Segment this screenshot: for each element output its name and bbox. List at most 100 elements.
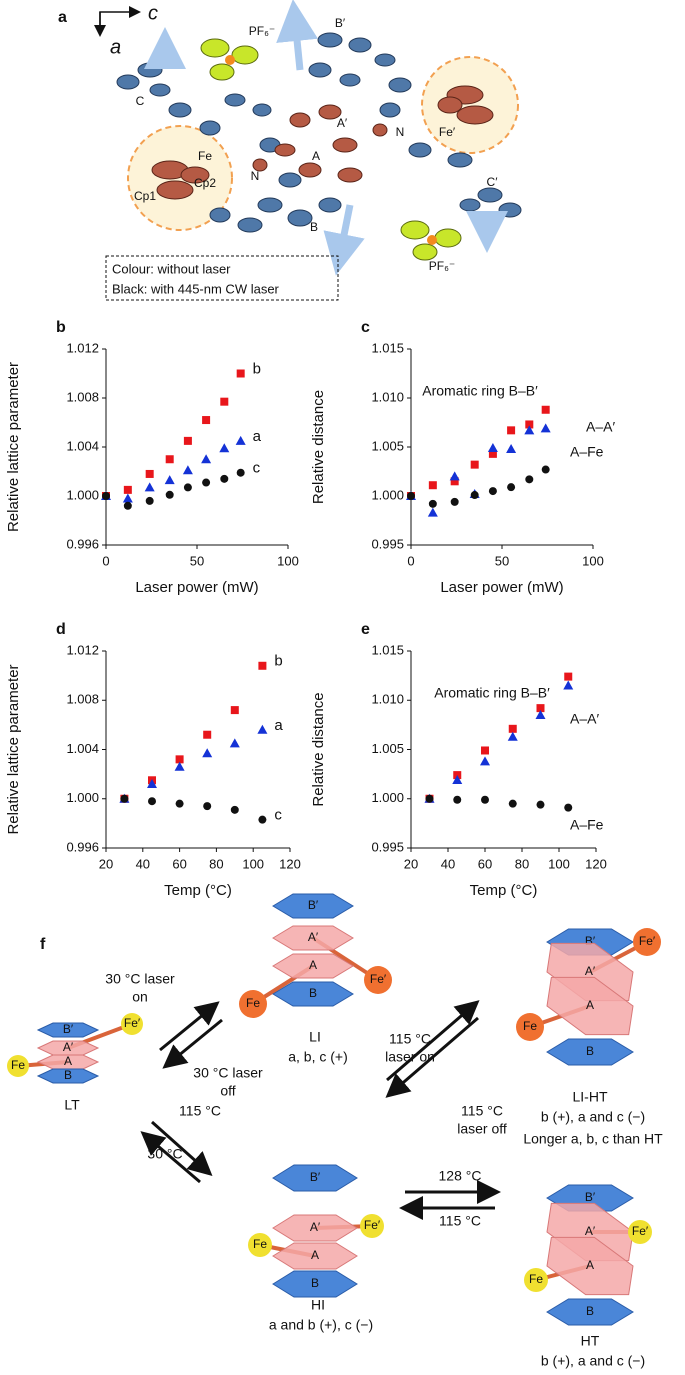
- y-tick-label: 1.012: [66, 340, 99, 355]
- x-tick-label: 120: [279, 856, 301, 871]
- ring-label: B: [311, 1276, 319, 1290]
- fe-atom: [360, 1214, 384, 1238]
- series-label: A–A′: [570, 711, 599, 727]
- ring: [272, 1164, 358, 1192]
- arrow: [151, 1120, 213, 1176]
- fe-label: Fe′: [632, 1224, 649, 1238]
- state-name: LT: [64, 1097, 80, 1113]
- marker: [202, 416, 211, 425]
- ring: [272, 981, 354, 1007]
- series-label: A–Fe: [570, 444, 604, 460]
- fe-label: Fe: [11, 1058, 25, 1072]
- marker: [487, 442, 498, 452]
- label: Fe: [198, 149, 212, 163]
- panel-label: d: [56, 621, 66, 638]
- ring-label: A: [586, 1258, 594, 1272]
- marker: [563, 680, 574, 690]
- panel-label: e: [361, 621, 370, 638]
- arrow: [386, 1000, 480, 1082]
- ring-label: A′: [585, 964, 596, 978]
- label: N: [396, 125, 405, 139]
- transition-label: 115 °C: [461, 1103, 503, 1119]
- ring-label: B′: [585, 1190, 596, 1204]
- transition-label: 128 °C: [439, 1168, 482, 1184]
- ring: [272, 893, 354, 919]
- ring: [546, 976, 634, 1036]
- ring: [36, 1068, 100, 1084]
- y-tick-label: 1.015: [371, 642, 404, 657]
- fe-label: Fe: [253, 1237, 267, 1251]
- x-tick-label: 40: [136, 856, 150, 871]
- marker: [220, 474, 229, 483]
- transition-label: 30 °C: [147, 1146, 182, 1162]
- x-tick-label: 40: [441, 856, 455, 871]
- label: Colour: without laser: [112, 261, 231, 276]
- marker: [453, 795, 462, 804]
- label: PF₆⁻: [249, 24, 276, 38]
- arrow: [159, 1001, 220, 1052]
- fe-atom: [516, 1013, 544, 1041]
- marker: [449, 471, 460, 481]
- marker: [230, 706, 239, 715]
- marker: [174, 761, 185, 771]
- y-tick-label: 1.008: [66, 389, 99, 404]
- marker: [144, 482, 155, 492]
- marker: [564, 672, 573, 681]
- transition-label: 30 °C laser: [193, 1065, 263, 1081]
- marker: [175, 755, 184, 764]
- marker: [164, 475, 175, 485]
- x-tick-label: 20: [99, 856, 113, 871]
- arrow: [140, 1131, 201, 1184]
- y-tick-label: 1.000: [371, 790, 404, 805]
- marker: [182, 465, 193, 475]
- y-axis-label: Relative distance: [310, 390, 327, 504]
- label: a: [110, 36, 121, 58]
- label: A: [312, 149, 320, 163]
- marker: [258, 661, 267, 670]
- label: PF₆⁻: [429, 259, 456, 273]
- label: Cp1: [134, 189, 156, 203]
- transition-label: off: [220, 1083, 235, 1099]
- marker: [506, 443, 517, 453]
- fe-atom: [524, 1268, 548, 1292]
- ring-label: B′: [310, 1170, 321, 1184]
- fe-atom: [121, 1013, 143, 1035]
- fe-atom: [364, 966, 392, 994]
- ring-label: A′: [63, 1040, 74, 1054]
- ring-label: A: [64, 1054, 72, 1068]
- state-name: HT: [581, 1333, 600, 1349]
- marker: [236, 468, 245, 477]
- marker: [541, 405, 550, 414]
- marker: [145, 469, 154, 478]
- ring-label: B: [309, 986, 317, 1000]
- marker: [258, 815, 267, 824]
- label: f: [40, 936, 46, 953]
- label: Cp2: [194, 176, 216, 190]
- y-tick-label: 1.005: [371, 741, 404, 756]
- marker: [488, 449, 497, 458]
- x-tick-label: 80: [209, 856, 223, 871]
- y-tick-label: 0.995: [371, 839, 404, 854]
- ring-label: A′: [308, 930, 319, 944]
- ring-label: A: [586, 998, 594, 1012]
- marker: [540, 423, 551, 433]
- ring: [36, 1022, 100, 1038]
- ring: [272, 925, 354, 951]
- marker: [229, 738, 240, 748]
- y-axis-label: Relative lattice parameter: [5, 664, 22, 834]
- x-tick-label: 100: [277, 553, 299, 568]
- ring: [272, 1270, 358, 1298]
- marker: [452, 775, 463, 785]
- y-tick-label: 1.010: [371, 389, 404, 404]
- series-label: a: [253, 428, 262, 445]
- x-axis-label: Laser power (mW): [135, 579, 258, 596]
- x-tick-label: 120: [585, 856, 607, 871]
- ring-label: B′: [63, 1022, 74, 1036]
- fe-label: Fe′: [639, 934, 656, 948]
- ring-label: A′: [310, 1220, 321, 1234]
- fe-atom: [248, 1233, 272, 1257]
- x-tick-label: 20: [404, 856, 418, 871]
- marker: [427, 507, 438, 517]
- panel-label: b: [56, 319, 66, 336]
